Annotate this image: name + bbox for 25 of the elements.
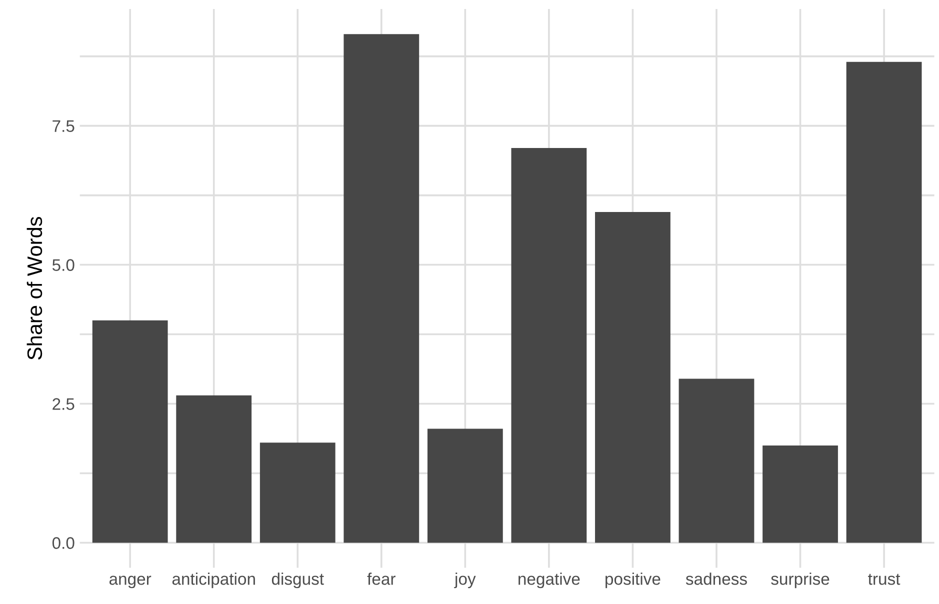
bar: [344, 34, 420, 543]
y-tick-label: 7.5: [52, 120, 74, 132]
bar: [427, 428, 503, 543]
x-tick-label: fear: [367, 572, 396, 585]
bar: [678, 378, 754, 543]
bar: [846, 62, 922, 543]
bar: [595, 212, 670, 543]
x-tick-label: negative: [518, 572, 580, 588]
bar: [260, 442, 336, 543]
x-tick-label: joy: [454, 572, 476, 588]
y-tick-label: 2.5: [52, 398, 74, 410]
bar: [511, 148, 587, 543]
x-tick-label: surprise: [771, 572, 830, 588]
y-tick-label: 0.0: [52, 537, 74, 549]
x-tick-label: positive: [606, 572, 660, 588]
x-tick-label: anger: [109, 576, 152, 588]
bar: [92, 320, 168, 543]
x-tick-label: trust: [868, 574, 900, 585]
x-tick-label: disgust: [272, 572, 324, 588]
bar: [762, 445, 838, 543]
bar: [176, 395, 252, 543]
x-tick-label: sadness: [686, 572, 747, 585]
x-tick-label: anticipation: [172, 572, 255, 588]
y-tick-label: 5.0: [52, 259, 74, 271]
y-axis-title: Share of Words: [26, 216, 42, 360]
